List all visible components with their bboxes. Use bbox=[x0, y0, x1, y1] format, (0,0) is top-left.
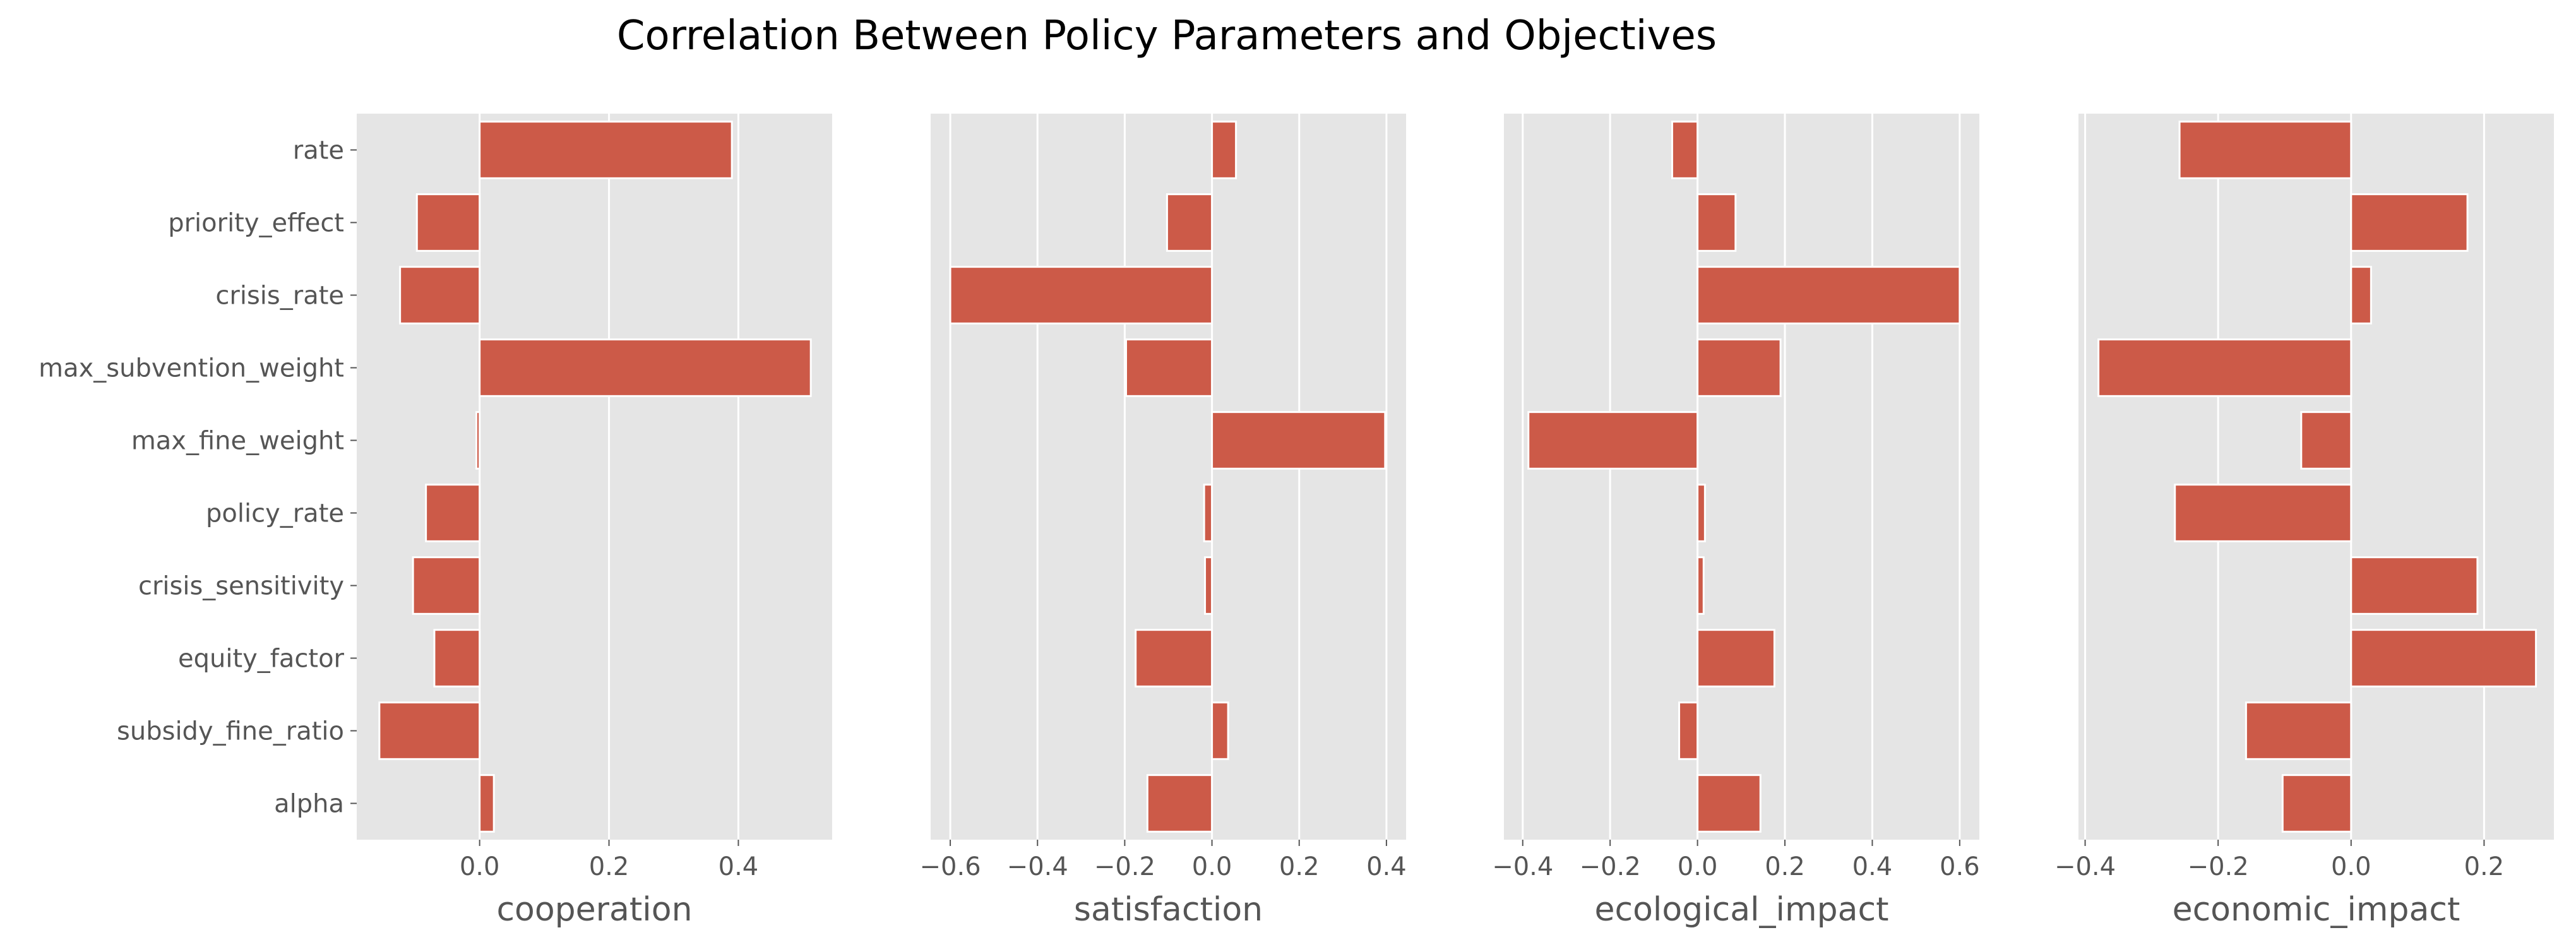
bar-subsidy_fine_ratio bbox=[378, 701, 481, 760]
xtick-label: −0.4 bbox=[1492, 852, 1553, 881]
xtick-label: 0.0 bbox=[1192, 852, 1232, 881]
xtick-label: 0.2 bbox=[2464, 852, 2505, 881]
chart-title: Correlation Between Policy Parameters an… bbox=[617, 13, 1717, 59]
plot-background bbox=[1504, 114, 1979, 840]
bar-crisis_rate bbox=[399, 266, 481, 325]
ytick-label: max_subvention_weight bbox=[39, 354, 344, 383]
ytick-label: alpha bbox=[274, 790, 344, 819]
xtick-label: 0.4 bbox=[1852, 852, 1893, 881]
bar-alpha bbox=[1146, 774, 1213, 833]
xtick-label: 0.0 bbox=[2331, 852, 2371, 881]
x-axis-label: cooperation bbox=[496, 891, 692, 929]
xtick-label: −0.2 bbox=[2188, 852, 2249, 881]
x-axis-label: economic_impact bbox=[2173, 891, 2460, 929]
bar-crisis_sensitivity bbox=[2350, 556, 2479, 615]
bar-subsidy_fine_ratio bbox=[2245, 701, 2352, 760]
bar-max_fine_weight bbox=[475, 411, 481, 470]
xtick-label: −0.6 bbox=[920, 852, 981, 881]
bar-crisis_rate bbox=[2350, 266, 2372, 325]
ytick-label: crisis_sensitivity bbox=[138, 572, 344, 601]
bar-rate bbox=[1211, 121, 1237, 179]
xtick-label: 0.2 bbox=[1279, 852, 1320, 881]
bar-crisis_sensitivity bbox=[1204, 556, 1213, 615]
xtick-label: 0.2 bbox=[589, 852, 629, 881]
ytick-label: equity_factor bbox=[178, 645, 345, 674]
bar-crisis_rate bbox=[1696, 266, 1961, 325]
bar-crisis_sensitivity bbox=[412, 556, 481, 615]
x-axis-label: ecological_impact bbox=[1595, 891, 1889, 929]
bar-subsidy_fine_ratio bbox=[1211, 701, 1229, 760]
bar-max_subvention_weight bbox=[479, 338, 812, 397]
bar-equity_factor bbox=[433, 629, 481, 688]
bar-max_fine_weight bbox=[1211, 411, 1386, 470]
bar-max_subvention_weight bbox=[1124, 338, 1213, 397]
bar-equity_factor bbox=[1135, 629, 1213, 688]
x-axis-label: satisfaction bbox=[1074, 891, 1263, 929]
bar-alpha bbox=[479, 774, 495, 833]
bar-rate bbox=[1671, 121, 1699, 179]
panel-satisfaction: −0.6 −0.4 −0.2 0.0 0.2 0.4 satisfaction bbox=[920, 114, 1407, 929]
xtick-label: 0.0 bbox=[1678, 852, 1718, 881]
xtick-label: −0.4 bbox=[2054, 852, 2116, 881]
xtick-label: 0.0 bbox=[460, 852, 500, 881]
bar-rate bbox=[2178, 121, 2352, 179]
panel-ecological_impact: −0.4 −0.2 0.0 0.2 0.4 0.6 ecological_impact bbox=[1492, 114, 1980, 929]
ytick-label: rate bbox=[293, 136, 344, 165]
bar-priority_effect bbox=[1696, 193, 1737, 252]
ytick-label: crisis_rate bbox=[215, 282, 344, 311]
bar-policy_rate bbox=[2174, 484, 2352, 542]
bar-policy_rate bbox=[1696, 484, 1706, 542]
xtick-label: 0.4 bbox=[1366, 852, 1407, 881]
bar-priority_effect bbox=[2350, 193, 2469, 252]
xtick-label: −0.2 bbox=[1580, 852, 1641, 881]
bar-alpha bbox=[2281, 774, 2352, 833]
chart-panels: rate priority_effect crisis_rate max_subven… bbox=[39, 114, 2554, 929]
ytick-label: priority_effect bbox=[168, 209, 344, 238]
bar-max_subvention_weight bbox=[1696, 338, 1782, 397]
ytick-label: max_fine_weight bbox=[131, 427, 344, 456]
bar-crisis_rate bbox=[949, 266, 1213, 325]
xtick-label: 0.6 bbox=[1940, 852, 1980, 881]
panel-cooperation: rate priority_effect crisis_rate max_subven… bbox=[39, 114, 832, 929]
xtick-label: −0.4 bbox=[1007, 852, 1068, 881]
bar-policy_rate bbox=[425, 484, 481, 542]
bar-equity_factor bbox=[1696, 629, 1775, 688]
ytick-label: subsidy_fine_ratio bbox=[117, 717, 344, 746]
bar-rate bbox=[479, 121, 733, 179]
bar-max_fine_weight bbox=[1527, 411, 1699, 470]
bar-crisis_sensitivity bbox=[1696, 556, 1705, 615]
ytick-label: policy_rate bbox=[206, 499, 344, 528]
xtick-label: 0.4 bbox=[719, 852, 759, 881]
bar-equity_factor bbox=[2350, 629, 2537, 688]
bar-subsidy_fine_ratio bbox=[1678, 701, 1699, 760]
bar-max_subvention_weight bbox=[2097, 338, 2352, 397]
xtick-label: −0.2 bbox=[1094, 852, 1155, 881]
bar-priority_effect bbox=[415, 193, 481, 252]
bar-priority_effect bbox=[1166, 193, 1213, 252]
bar-policy_rate bbox=[1203, 484, 1213, 542]
bar-max_fine_weight bbox=[2300, 411, 2352, 470]
bar-alpha bbox=[1696, 774, 1762, 833]
xtick-label: 0.2 bbox=[1765, 852, 1805, 881]
